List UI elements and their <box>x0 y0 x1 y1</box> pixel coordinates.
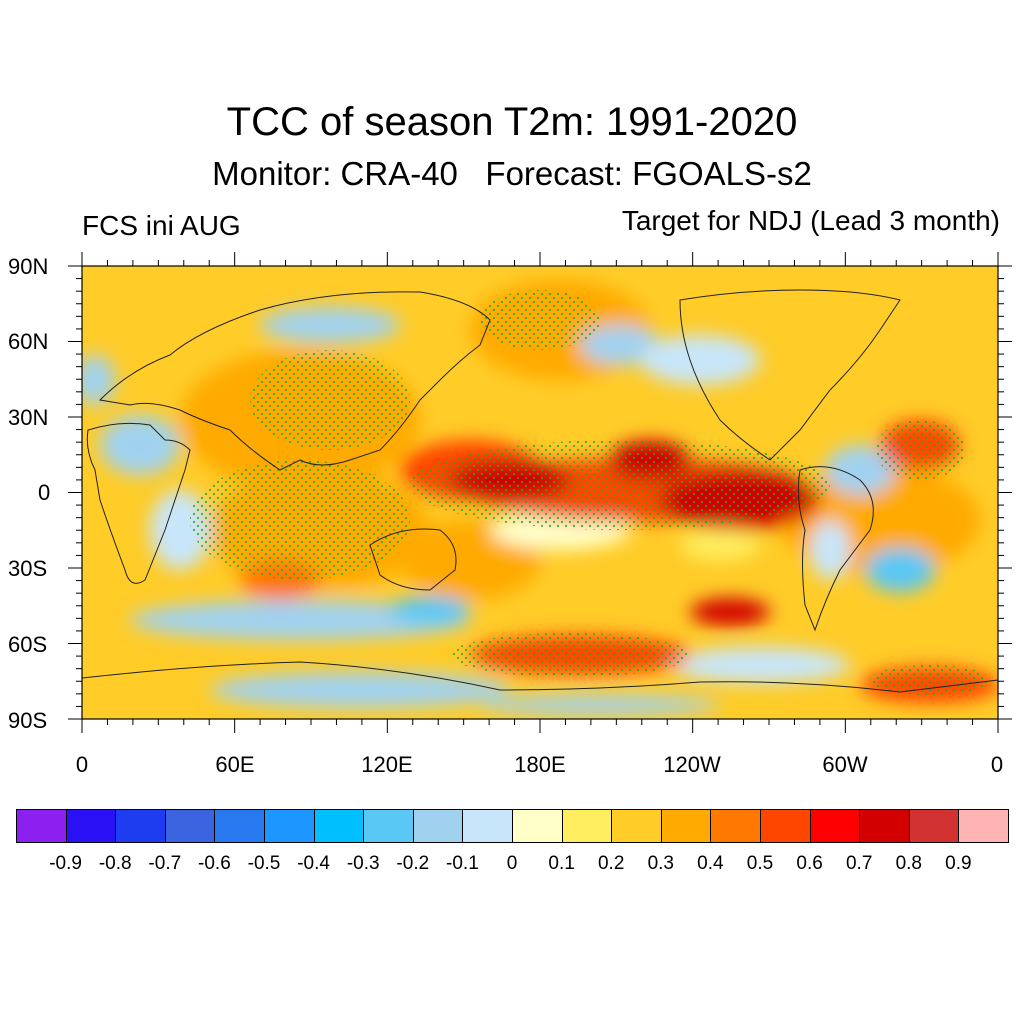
lat-label-30n: 30N <box>8 405 49 430</box>
colorbar-label: -0.9 <box>49 853 82 874</box>
colorbar-swatch <box>908 809 960 843</box>
colorbar-label: -0.5 <box>247 853 281 874</box>
colorbar-swatch <box>512 809 563 843</box>
colorbar-swatch <box>958 809 1009 843</box>
colorbar-label: -0.8 <box>98 853 132 874</box>
lon-label-60w: 60W <box>822 752 868 777</box>
colorbar-label: -0.7 <box>148 853 182 874</box>
colorbar-label: 0.7 <box>845 853 873 874</box>
colorbar-label: 0.3 <box>647 853 674 874</box>
colorbar-label: -0.6 <box>198 853 231 874</box>
colorbar-label: -0.4 <box>297 853 330 874</box>
colorbar-swatch <box>462 809 513 843</box>
colorbar-label: -0.2 <box>396 853 430 874</box>
lon-label-0: 0 <box>75 752 89 777</box>
lon-label-0-east: 0 <box>990 752 1004 777</box>
colorbar-label: 0.2 <box>597 853 625 874</box>
colorbar-label: -0.3 <box>346 853 380 874</box>
right-label: Target for NDJ (Lead 3 month) <box>621 205 1000 236</box>
colorbar-label: 0.1 <box>548 853 575 874</box>
axis-ticks <box>68 252 1012 733</box>
lat-label-0: 0 <box>38 480 51 505</box>
colorbar-label: 0.8 <box>895 853 922 874</box>
colorbar-label: -0.1 <box>446 853 479 874</box>
lon-label-120w: 120W <box>663 752 721 777</box>
map-title: TCC of season T2m: 1991-2020 <box>226 100 798 144</box>
colorbar-swatch <box>660 809 712 843</box>
lat-label-60n: 60N <box>8 329 49 354</box>
map-subtitle: Monitor: CRA-40 Forecast: FGOALS-s2 <box>212 155 812 192</box>
colorbar-swatch <box>859 809 910 843</box>
colorbar-label: 0.9 <box>945 853 972 874</box>
colorbar-label: 0 <box>506 853 518 874</box>
lat-label-90s: 90S <box>8 708 48 733</box>
colorbar-label: 0.5 <box>746 853 774 874</box>
lat-label-90n: 90N <box>8 254 49 279</box>
colorbar-swatch <box>164 809 216 843</box>
left-label: FCS ini AUG <box>82 210 241 241</box>
colorbar-swatch <box>264 809 315 843</box>
colorbar-swatch <box>760 809 811 843</box>
lon-label-120e: 120E <box>361 752 413 777</box>
colorbar-swatch <box>710 809 761 843</box>
colorbar-swatch <box>313 809 365 843</box>
coastlines <box>82 289 998 693</box>
correlation-field <box>82 266 998 719</box>
colorbar-swatch <box>809 809 861 843</box>
colorbar-swatch <box>65 809 117 843</box>
colorbar-swatch <box>561 809 613 843</box>
colorbar-swatch <box>115 809 166 843</box>
colorbar-label: 0.6 <box>796 853 823 874</box>
colorbar-swatch <box>214 809 265 843</box>
colorbar-swatch <box>412 809 464 843</box>
colorbar-swatch <box>16 809 67 843</box>
colorbar-swatch <box>611 809 662 843</box>
lon-label-60e: 60E <box>215 752 255 777</box>
lat-label-60s: 60S <box>8 632 48 657</box>
lat-label-30s: 30S <box>8 556 48 581</box>
lon-label-180e: 180E <box>514 752 566 777</box>
colorbar-swatch <box>363 809 414 843</box>
colorbar-label: 0.4 <box>697 853 724 874</box>
